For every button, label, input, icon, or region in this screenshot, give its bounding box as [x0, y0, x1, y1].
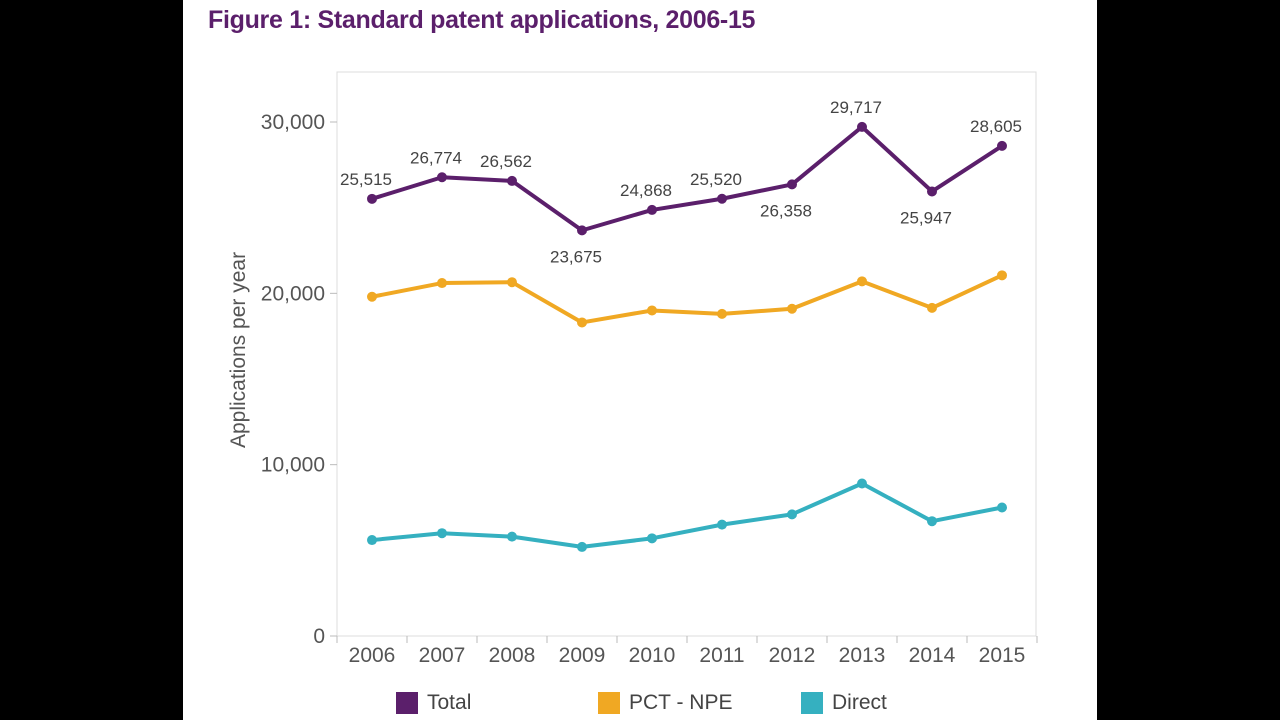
data-point-pct-npe [997, 270, 1007, 281]
x-tick-label: 2014 [909, 644, 956, 667]
data-label-total: 26,774 [410, 148, 462, 167]
legend-item-direct: Direct [801, 690, 887, 716]
x-tick-label: 2010 [629, 644, 676, 667]
chart-panel [183, 0, 1097, 720]
data-point-direct [857, 478, 867, 489]
data-label-total: 23,675 [550, 247, 602, 266]
data-point-pct-npe [857, 276, 867, 287]
data-point-direct [787, 509, 797, 520]
data-point-pct-npe [647, 305, 657, 316]
data-point-direct [717, 519, 727, 530]
legend-label-total: Total [427, 691, 472, 714]
data-point-total [717, 193, 727, 204]
data-point-direct [647, 533, 657, 544]
data-point-direct [927, 516, 937, 527]
data-point-pct-npe [787, 303, 797, 314]
x-tick-label: 2006 [349, 644, 396, 667]
data-point-direct [577, 541, 587, 552]
x-tick-label: 2015 [979, 644, 1026, 667]
data-point-pct-npe [577, 317, 587, 328]
data-point-direct [437, 528, 447, 539]
data-point-total [787, 179, 797, 190]
data-point-total [507, 175, 517, 186]
data-point-total [577, 225, 587, 236]
legend-item-pct-npe: PCT - NPE [598, 690, 732, 716]
data-point-total [367, 193, 377, 204]
data-point-direct [997, 502, 1007, 513]
data-point-pct-npe [507, 277, 517, 288]
data-point-pct-npe [927, 302, 937, 313]
data-label-total: 25,515 [340, 170, 392, 189]
data-label-total: 26,562 [480, 152, 532, 171]
data-label-total: 24,868 [620, 181, 672, 200]
y-tick-label: 10,000 [261, 454, 325, 477]
data-point-total [927, 186, 937, 197]
x-tick-label: 2009 [559, 644, 606, 667]
data-point-total [647, 204, 657, 215]
legend-swatch-direct [801, 692, 823, 714]
data-label-total: 25,520 [690, 170, 742, 189]
x-tick-label: 2013 [839, 644, 886, 667]
x-tick-label: 2012 [769, 644, 816, 667]
data-point-total [437, 172, 447, 183]
legend-item-total: Total [396, 690, 471, 716]
data-point-pct-npe [367, 291, 377, 302]
legend-label-pct-npe: PCT - NPE [629, 691, 733, 714]
data-label-total: 25,947 [900, 208, 952, 227]
legend-label-direct: Direct [832, 691, 887, 714]
x-tick-label: 2008 [489, 644, 536, 667]
chart-title: Figure 1: Standard patent applications, … [208, 6, 756, 34]
legend-swatch-pct-npe [598, 692, 620, 714]
legend-swatch-total [396, 692, 418, 714]
y-tick-label: 0 [313, 625, 325, 648]
data-point-total [857, 121, 867, 132]
series-line-total [371, 124, 1004, 233]
data-point-total [997, 140, 1007, 151]
x-tick-label: 2011 [699, 644, 744, 667]
data-point-pct-npe [437, 278, 447, 289]
data-label-total: 29,717 [830, 98, 882, 117]
x-tick-label: 2007 [419, 644, 466, 667]
data-label-total: 28,605 [970, 117, 1022, 136]
series-line-pct-npe [371, 273, 1003, 325]
data-point-pct-npe [717, 308, 727, 319]
series-line-direct [371, 481, 1003, 549]
data-point-direct [507, 531, 517, 542]
data-point-direct [367, 535, 377, 546]
y-tick-label: 20,000 [261, 282, 325, 305]
data-label-total: 26,358 [760, 201, 812, 220]
y-tick-label: 30,000 [261, 111, 325, 134]
y-axis-title: Applications per year [227, 252, 250, 448]
